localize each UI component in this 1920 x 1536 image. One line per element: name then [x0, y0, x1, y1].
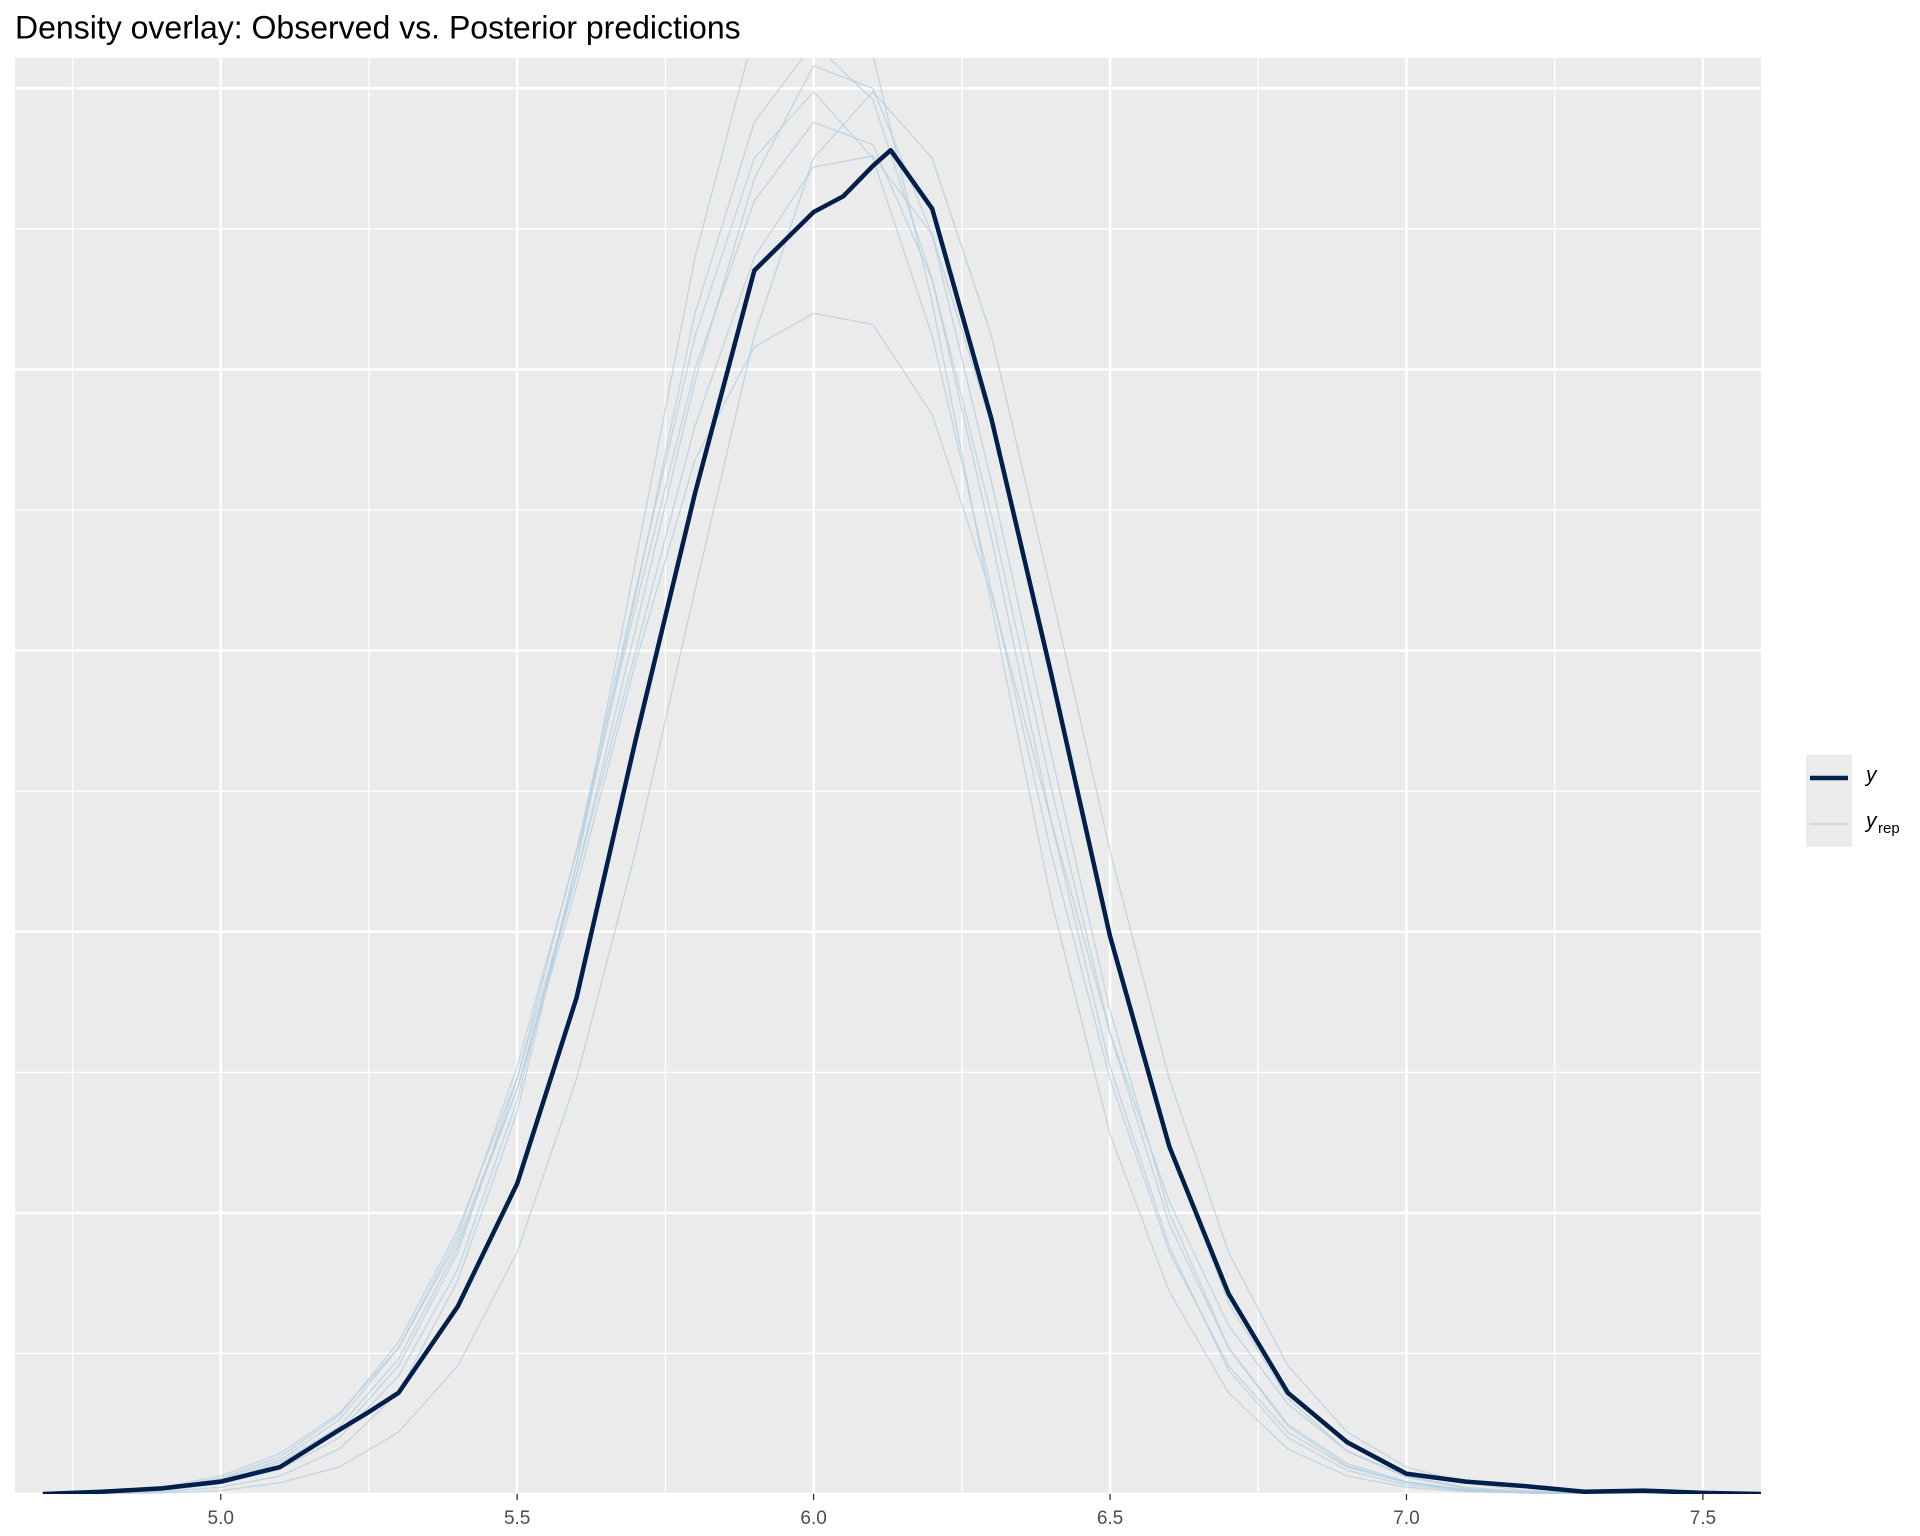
yrep-line: [42, 58, 1761, 1494]
x-tick-label: 7.5: [1690, 1508, 1716, 1529]
legend-label: y: [1864, 810, 1878, 833]
yrep-line: [42, 65, 1761, 1494]
plot-panel: [15, 58, 1761, 1494]
yrep-line: [42, 58, 1761, 1494]
x-tick-label: 5.5: [504, 1508, 530, 1529]
x-tick-label: 7.0: [1393, 1508, 1419, 1529]
yrep-line: [42, 155, 1761, 1494]
chart-title: Density overlay: Observed vs. Posterior …: [15, 9, 741, 45]
legend-label: y: [1864, 764, 1878, 787]
x-tick-label: 5.0: [208, 1508, 234, 1529]
y-line: [42, 147, 1761, 1494]
x-tick-label: 6.0: [800, 1508, 826, 1529]
yrep-line: [42, 312, 1761, 1494]
legend-label-sub: rep: [1878, 820, 1900, 837]
x-tick-label: 6.5: [1097, 1508, 1123, 1529]
